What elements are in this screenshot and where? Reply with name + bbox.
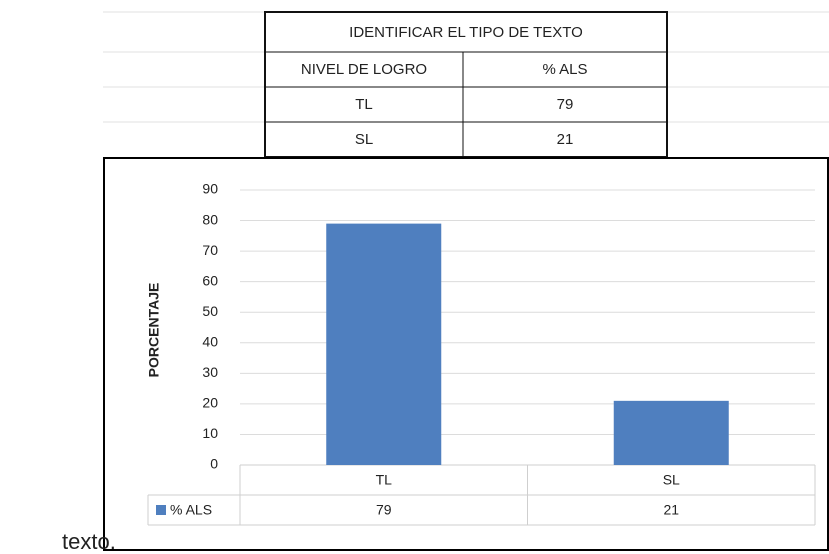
data-table-value: 79 — [376, 502, 392, 518]
y-tick-label: 60 — [202, 272, 218, 288]
bar — [613, 400, 729, 465]
caption: texto. — [62, 529, 116, 554]
table-cell: TL — [355, 96, 373, 113]
y-tick-label: 30 — [202, 364, 218, 380]
y-axis-title: PORCENTAJE — [146, 283, 162, 378]
data-table-value: 21 — [663, 502, 679, 518]
x-tick-label: SL — [663, 472, 680, 488]
y-tick-label: 10 — [202, 425, 218, 441]
y-tick-label: 90 — [202, 181, 218, 197]
x-tick-label: TL — [376, 472, 393, 488]
y-tick-label: 80 — [202, 211, 218, 227]
table-header: % ALS — [542, 61, 587, 78]
y-tick-label: 70 — [202, 242, 218, 258]
y-tick-label: 20 — [202, 395, 218, 411]
y-tick-label: 50 — [202, 303, 218, 319]
table-cell: 21 — [557, 131, 574, 148]
bar — [326, 223, 442, 465]
y-tick-label: 40 — [202, 333, 218, 349]
legend-label: % ALS — [170, 502, 212, 518]
table-cell: 79 — [557, 96, 574, 113]
table-title: IDENTIFICAR EL TIPO DE TEXTO — [349, 24, 583, 41]
table-header: NIVEL DE LOGRO — [301, 61, 427, 78]
legend-swatch — [156, 505, 166, 515]
chart-frame — [103, 157, 829, 551]
y-tick-label: 0 — [210, 456, 218, 472]
table-cell: SL — [355, 131, 373, 148]
